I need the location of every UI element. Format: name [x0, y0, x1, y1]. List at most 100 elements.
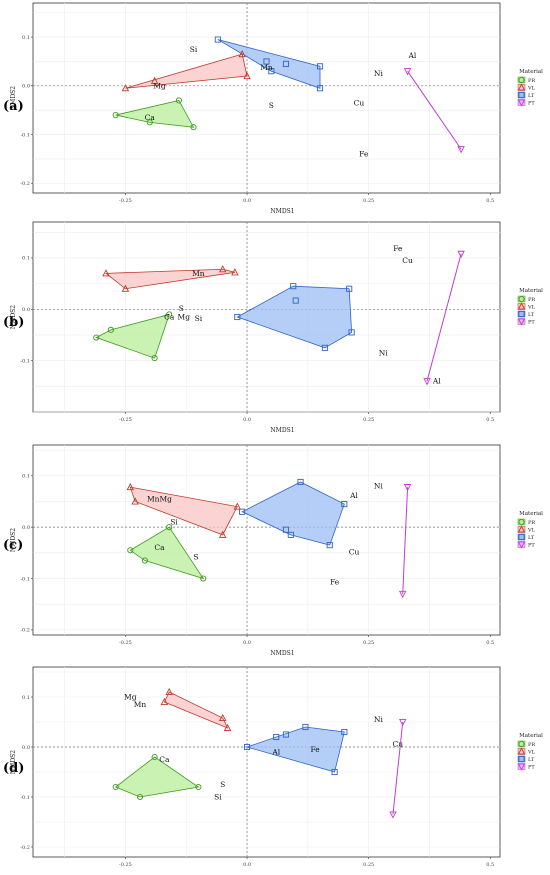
point-lt	[331, 768, 338, 776]
x-tick-label: 0.5	[486, 862, 494, 868]
point-lt	[234, 313, 241, 321]
point-vl	[102, 269, 110, 277]
y-axis-title: NMDS2	[10, 528, 17, 552]
point-lt	[346, 285, 353, 292]
x-axis-title: NMDS1	[270, 427, 294, 434]
x-tick-label: 0.5	[486, 417, 494, 423]
point-vl	[218, 265, 227, 273]
y-tick-label: 0.1	[22, 35, 30, 41]
group-hulls	[129, 481, 409, 594]
legend-label-pt: PT	[528, 543, 535, 549]
panel-label: (a)	[3, 99, 24, 114]
legend-marker-vl	[517, 83, 526, 91]
legend-label-pr: PR	[528, 742, 535, 748]
element-label: Ni	[374, 69, 384, 78]
y-tick-label: -0.2	[20, 628, 30, 634]
point-pt	[403, 68, 412, 76]
legend-title: Material	[519, 511, 543, 517]
y-axis-title: NMDS2	[10, 750, 17, 774]
element-label: Si	[170, 518, 178, 527]
group-hulls	[114, 691, 404, 815]
point-lt	[316, 63, 324, 70]
element-label: S	[220, 780, 225, 789]
legend-marker-lt	[518, 533, 525, 541]
point-pr	[166, 311, 173, 318]
point-lt	[263, 58, 270, 65]
element-labels: MnMg Si Ca S Al Ni Cu Fe	[147, 482, 383, 587]
element-label: Ca	[154, 543, 165, 552]
element-label: Al	[408, 51, 417, 60]
point-vl	[238, 49, 246, 58]
ticks: -0.25 0.0 0.25 0.5 0.1 0.0 -0.1	[20, 256, 494, 423]
x-tick-label: -0.25	[119, 198, 132, 204]
point-lt	[282, 60, 290, 67]
element-label: Ca	[159, 755, 170, 764]
point-vl	[160, 697, 169, 706]
point-pr	[195, 783, 202, 791]
element-label: Ca	[164, 313, 175, 322]
point-pr	[200, 575, 207, 582]
element-label: S	[193, 552, 198, 561]
legend-marker-vl	[517, 525, 526, 533]
element-label: Cu	[354, 98, 365, 107]
y-tick-label: -0.2	[20, 181, 30, 187]
hull-lt	[236, 285, 353, 349]
point-pt	[423, 378, 431, 386]
gridlines	[33, 222, 500, 413]
y-tick-label: -0.1	[20, 576, 30, 582]
hull-lt	[245, 726, 345, 773]
point-lt	[282, 526, 290, 533]
legend-marker-pr	[518, 740, 525, 748]
data-points	[93, 250, 465, 386]
hull-lt	[241, 481, 345, 546]
hull-pt	[407, 70, 462, 150]
panel-3: (c) -0.25 0.0 0.25 0.5 0.1 0.0 -0.1 -0.2 NMDS1 NMD…	[3, 444, 543, 657]
y-axis-title: NMDS2	[10, 86, 17, 110]
point-pr	[107, 326, 114, 333]
point-lt	[243, 743, 251, 751]
element-label: Fe	[311, 745, 321, 754]
plot-area	[32, 2, 501, 194]
panel-4: (d)-0.250.00.250.50.10.0-0.1-0.2NMDS1NMD…	[3, 666, 543, 875]
legend-label-pr: PR	[528, 520, 535, 526]
element-label: Si	[195, 314, 203, 323]
legend-label-pr: PR	[528, 78, 535, 84]
point-pr	[166, 524, 173, 531]
element-label: Fe	[330, 578, 340, 587]
legend-label-pt: PT	[528, 320, 535, 326]
legend-marker-pt	[517, 99, 526, 107]
legend-title: Material	[519, 288, 543, 294]
element-label: Si	[190, 45, 198, 54]
y-tick-label: 0.0	[22, 84, 30, 90]
legend-marker-pt	[517, 763, 526, 771]
x-tick-label: 0.25	[363, 862, 374, 868]
point-vl	[243, 71, 251, 80]
legend-label-vl: VL	[527, 750, 536, 756]
element-label: Mn	[260, 63, 273, 72]
legend-label-vl: VL	[527, 86, 536, 92]
legend-marker-pt	[517, 318, 526, 326]
element-label: MnMg	[147, 494, 172, 503]
panel-label: (d)	[3, 761, 24, 776]
point-lt	[214, 36, 221, 43]
hull-pt	[402, 487, 409, 594]
element-label: S	[269, 101, 274, 110]
legend-label-lt: LT	[528, 535, 535, 541]
point-vl	[121, 284, 130, 292]
point-lt	[297, 478, 304, 486]
point-pr	[151, 753, 158, 761]
hull-pt	[392, 721, 404, 815]
y-tick-label: 0.1	[22, 695, 30, 701]
panel-1: (a) -0.25 0.0 0.25 0.5 0.1 0.0 -0.1 -0.2 NMDS1 NMD…	[3, 2, 543, 215]
point-lt	[302, 723, 309, 731]
legend-label-pt: PT	[528, 101, 535, 107]
hull-pr	[95, 313, 170, 359]
element-label: Mn	[134, 700, 147, 709]
point-pr	[141, 557, 148, 564]
x-tick-label: 0.0	[243, 862, 251, 868]
y-tick-label: -0.2	[20, 845, 30, 851]
